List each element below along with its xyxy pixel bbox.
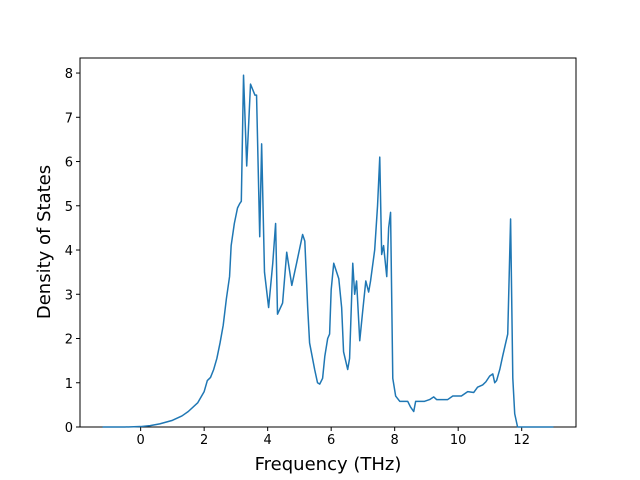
x-tick-label: 4	[264, 433, 272, 448]
axes-frame	[79, 57, 577, 428]
y-tick-label: 5	[65, 200, 73, 215]
y-tick-label: 3	[65, 288, 73, 303]
density-line	[102, 74, 554, 428]
y-tick-label: 4	[65, 244, 73, 259]
x-axis-label: Frequency (THz)	[255, 454, 402, 475]
x-tick-label: 2	[200, 433, 208, 448]
x-tick-label: 12	[513, 433, 530, 448]
x-tick-label: 10	[450, 433, 467, 448]
y-tick-label: 1	[65, 377, 73, 392]
y-tick-label: 2	[65, 333, 73, 348]
y-tick-label: 8	[65, 67, 73, 82]
y-tick-label: 6	[65, 156, 73, 171]
x-tick-label: 6	[327, 433, 335, 448]
y-tick-label: 0	[65, 421, 73, 436]
x-tick-label: 0	[137, 433, 145, 448]
x-tick-label: 8	[391, 433, 399, 448]
y-tick-label: 7	[65, 111, 73, 126]
y-axis-label: Density of States	[34, 165, 55, 319]
